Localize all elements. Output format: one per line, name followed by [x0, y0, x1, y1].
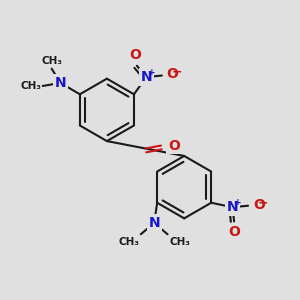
Text: N: N: [148, 216, 160, 230]
Text: N: N: [227, 200, 239, 214]
Text: −: −: [258, 196, 268, 209]
Text: N: N: [55, 76, 66, 90]
Text: N: N: [141, 70, 152, 84]
Text: O: O: [167, 67, 178, 81]
Text: CH₃: CH₃: [169, 237, 190, 247]
Text: O: O: [253, 198, 265, 212]
Text: CH₃: CH₃: [20, 81, 41, 91]
Text: CH₃: CH₃: [118, 237, 139, 247]
Text: O: O: [168, 139, 180, 152]
Text: O: O: [130, 48, 141, 62]
Text: +: +: [234, 198, 242, 207]
Text: −: −: [171, 65, 182, 79]
Text: O: O: [228, 225, 240, 239]
Text: CH₃: CH₃: [41, 56, 62, 66]
Text: +: +: [148, 68, 155, 77]
